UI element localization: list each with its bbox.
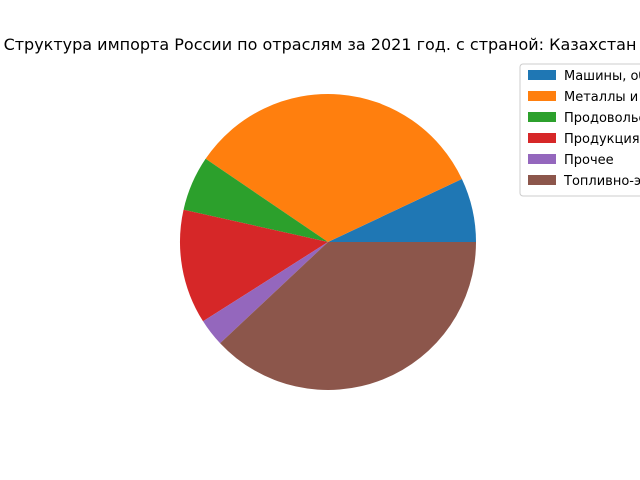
- legend-label: Продукция химической промышленности: [564, 132, 640, 147]
- legend-swatch: [528, 70, 556, 80]
- legend-swatch: [528, 91, 556, 101]
- pie-slice: [183, 158, 328, 242]
- legend-label: Прочее: [564, 153, 614, 168]
- chart-title: Структура импорта России по отраслям за …: [4, 35, 637, 54]
- legend-swatch: [528, 133, 556, 143]
- pie-slices: [179, 93, 476, 390]
- legend-swatch: [528, 112, 556, 122]
- legend-label: Машины, оборудование и транспортные сред…: [564, 69, 640, 84]
- legend-label: Топливно-энергетические товары: [563, 174, 640, 189]
- legend: Машины, оборудование и транспортные сред…: [519, 63, 640, 197]
- legend-label: Продовольственные товары и сырье: [564, 111, 640, 126]
- pie-slice: [220, 242, 476, 390]
- pie-slice: [203, 242, 328, 344]
- legend-swatch: [528, 154, 556, 164]
- legend-swatch: [528, 175, 556, 185]
- legend-label: Металлы и изделия из них: [564, 90, 640, 105]
- pie-slice: [205, 93, 462, 242]
- pie-slice: [179, 209, 328, 322]
- pie-slice: [328, 178, 476, 242]
